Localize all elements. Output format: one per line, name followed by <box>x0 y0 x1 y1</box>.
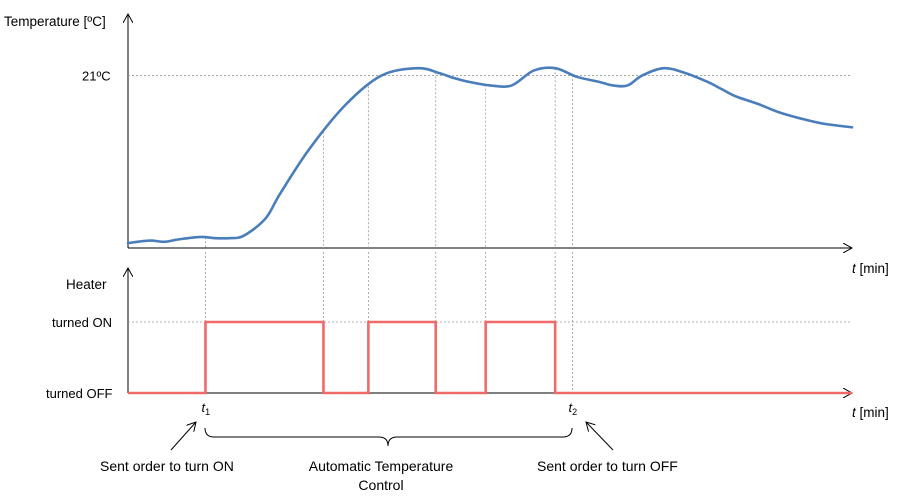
heater-off-label: turned OFF <box>46 386 113 401</box>
auto-control-annotation-line2: Control <box>358 477 403 493</box>
time-marker-t1: t1 <box>201 400 210 417</box>
auto-control-annotation-line1: Automatic Temperature <box>309 458 454 474</box>
bottom-x-axis-label: t [min] <box>852 405 889 420</box>
bottom-panel: Heater t [min] turned ON turned OFF t1 t2 <box>46 252 889 420</box>
heater-on-label: turned ON <box>52 315 112 330</box>
heater-series-line <box>128 320 852 395</box>
temperature-guides <box>205 68 573 248</box>
reference-label-21: 21ºC <box>82 69 111 84</box>
turn-on-arrow <box>170 422 196 451</box>
bottom-y-axis-label: Heater <box>66 277 107 292</box>
bottom-x-axis-unit: [min] <box>856 405 889 420</box>
top-x-axis-label: t [min] <box>852 261 889 276</box>
control-brace <box>204 427 573 447</box>
top-x-axis-unit: [min] <box>856 261 889 276</box>
turn-on-annotation: Sent order to turn ON <box>100 458 234 474</box>
time-marker-t2: t2 <box>569 400 578 417</box>
turn-off-annotation: Sent order to turn OFF <box>537 458 678 474</box>
top-panel: Temperature [ºC] t [min] 21ºC <box>4 14 889 276</box>
bottom-x-axis-var: t <box>852 405 857 420</box>
temperature-series-line <box>126 66 854 245</box>
turn-off-arrow <box>586 422 614 451</box>
time-markers: t1 t2 <box>201 400 577 417</box>
top-x-axis-var: t <box>852 261 857 276</box>
top-y-axis-label: Temperature [ºC] <box>4 14 106 29</box>
annotations: Sent order to turn ON Automatic Temperat… <box>100 422 678 493</box>
